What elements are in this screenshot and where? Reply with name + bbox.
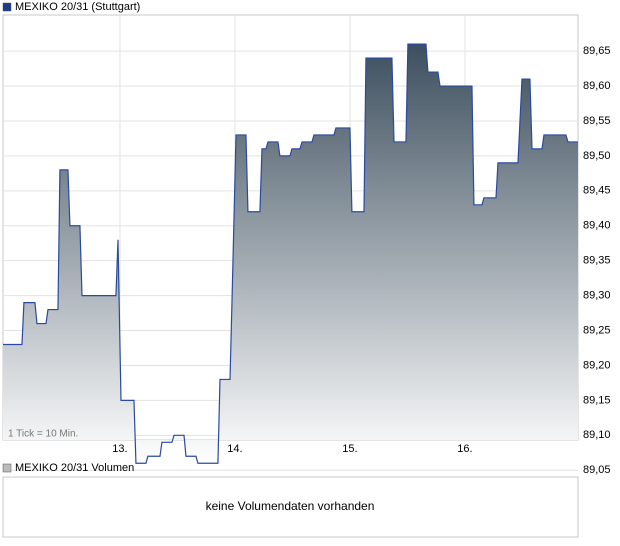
x-tick-label: 14.: [227, 443, 242, 455]
y-tick-label: 89,45: [583, 185, 611, 197]
y-tick-label: 89,60: [583, 80, 611, 92]
legend-swatch: [2, 2, 12, 12]
y-tick-label: 89,15: [583, 394, 611, 406]
y-tick-label: 89,40: [583, 220, 611, 232]
y-tick-label: 89,30: [583, 290, 611, 302]
chart-title: MEXIKO 20/31 (Stuttgart): [15, 1, 140, 13]
x-tick-label: 15.: [342, 443, 357, 455]
y-tick-label: 89,35: [583, 255, 611, 267]
y-tick-label: 89,50: [583, 150, 611, 162]
y-tick-label: 89,05: [583, 464, 611, 476]
price-line: [3, 43, 578, 464]
y-tick-label: 89,10: [583, 429, 611, 441]
x-tick-label: 13.: [112, 443, 127, 455]
y-tick-label: 89,65: [583, 45, 611, 57]
legend-swatch: [2, 463, 12, 473]
volume-panel: [2, 476, 579, 538]
area-fill: [3, 44, 578, 464]
annotation: 1 Tick = 10 Min.: [8, 429, 78, 440]
y-tick-label: 89,25: [583, 324, 611, 336]
y-tick-label: 89,20: [583, 359, 611, 371]
volume-title: MEXIKO 20/31 Volumen: [15, 462, 134, 474]
y-tick-label: 89,55: [583, 115, 611, 127]
x-tick-label: 16.: [457, 443, 472, 455]
volume-message: keine Volumendaten vorhanden: [206, 499, 375, 513]
